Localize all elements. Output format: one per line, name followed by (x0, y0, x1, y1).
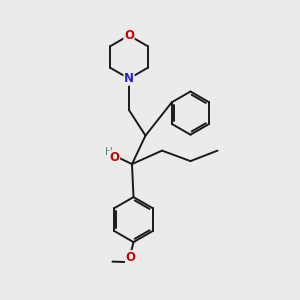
Text: O: O (124, 29, 134, 42)
Text: O: O (110, 151, 120, 164)
Text: O: O (125, 250, 136, 264)
Text: N: N (124, 72, 134, 85)
Text: H: H (105, 147, 112, 158)
